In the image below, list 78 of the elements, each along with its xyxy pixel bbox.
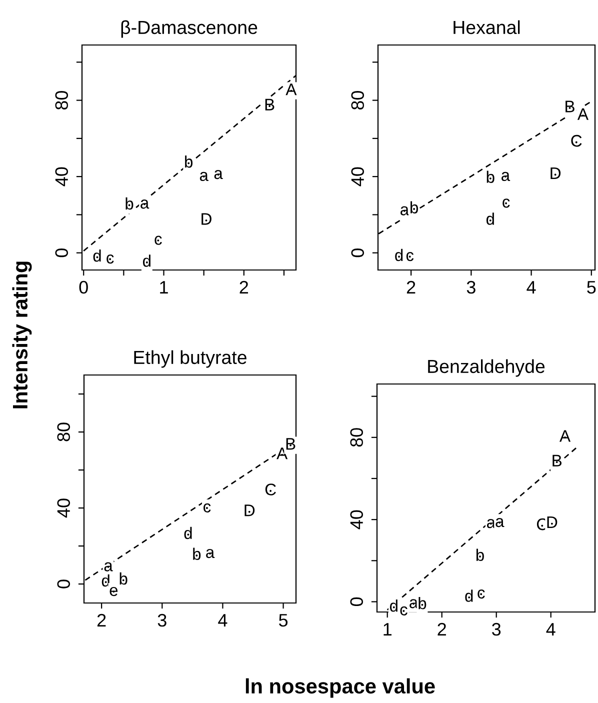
x-axis-title: ln nosespace value [246,678,435,698]
x-tick-label: 5 [278,614,288,627]
text: b [120,572,128,585]
series-label: b [193,548,201,560]
text: c [400,606,408,616]
series-label: c [204,503,211,512]
text: b [486,170,494,183]
series-label: B [286,438,296,450]
series-label: D [547,516,558,528]
series-label: c [478,589,485,599]
y-tick-label: 0 [55,248,68,258]
x-tick-label: 2 [406,280,416,294]
series-label: a [496,518,504,528]
x-tick-label: 4 [546,623,556,636]
chart-title: β-Damascenone [121,20,258,38]
y-tick-label: 40 [350,510,364,530]
series-label: D [244,504,255,516]
chart-title: Hexanal [454,20,520,34]
text: d [390,600,398,612]
text: c [406,252,414,262]
y-tick-label: 40 [57,498,70,518]
series-label: c [154,236,162,245]
series-label: B [552,454,562,466]
series-label: e [110,586,118,596]
series-label: d [465,590,473,602]
series-label: C [265,484,276,496]
series-label: b [126,197,134,210]
text: a [140,200,150,209]
series-label: D [550,168,561,179]
x-tick-label: 2 [97,614,106,626]
text: b [476,548,484,562]
series-label: C [571,134,582,147]
series-label: a [104,562,113,572]
text: d [184,526,192,540]
text: a [200,172,208,182]
series-label: c [502,198,510,208]
y-tick-label: 40 [351,167,364,186]
series-label: d [142,254,150,267]
series-label: b [410,201,418,214]
series-label: a [502,172,510,182]
text: c [106,254,114,264]
y-tick-label: 80 [57,422,70,442]
x-tick-label: 1 [384,623,392,636]
y-tick-label: 0 [351,248,364,258]
y-tick-label: 80 [350,428,364,447]
text: a [206,548,215,558]
text: a [400,206,410,216]
series-label: d [486,212,494,225]
x-tick-label: 2 [438,622,446,636]
series-label: A [560,430,571,442]
y-tick-label: 0 [350,597,364,606]
x-tick-label: 2 [240,280,248,294]
text: d [93,249,101,262]
x-tick-label: 0 [79,280,88,294]
x-tick-label: 1 [160,281,168,294]
x-tick-label: 3 [466,280,476,294]
series-label: B [566,100,574,112]
text: b [185,155,193,168]
chart-title: Benzaldehyde [428,359,545,377]
y-tick-label: 80 [55,90,68,110]
x-tick-label: 4 [526,281,536,294]
y-axis-title: Intensity rating [12,262,32,408]
y-tick-label: 80 [351,90,364,110]
text: d [395,248,403,262]
x-tick-label: 5 [587,281,596,294]
series-label: D [202,213,212,225]
x-tick-label: 3 [492,622,501,636]
series-label: A [286,84,297,96]
y-tick-label: 0 [57,580,70,588]
chart-title: Ethyl butyrate [134,350,246,368]
x-tick-label: 3 [158,614,166,627]
series-label: a [214,170,223,180]
series-label: A [276,448,288,460]
series-label: A [577,108,589,120]
series-label: B [265,98,274,110]
series-label: b [418,597,426,610]
y-tick-label: 40 [55,167,68,186]
x-tick-label: 4 [218,614,228,626]
